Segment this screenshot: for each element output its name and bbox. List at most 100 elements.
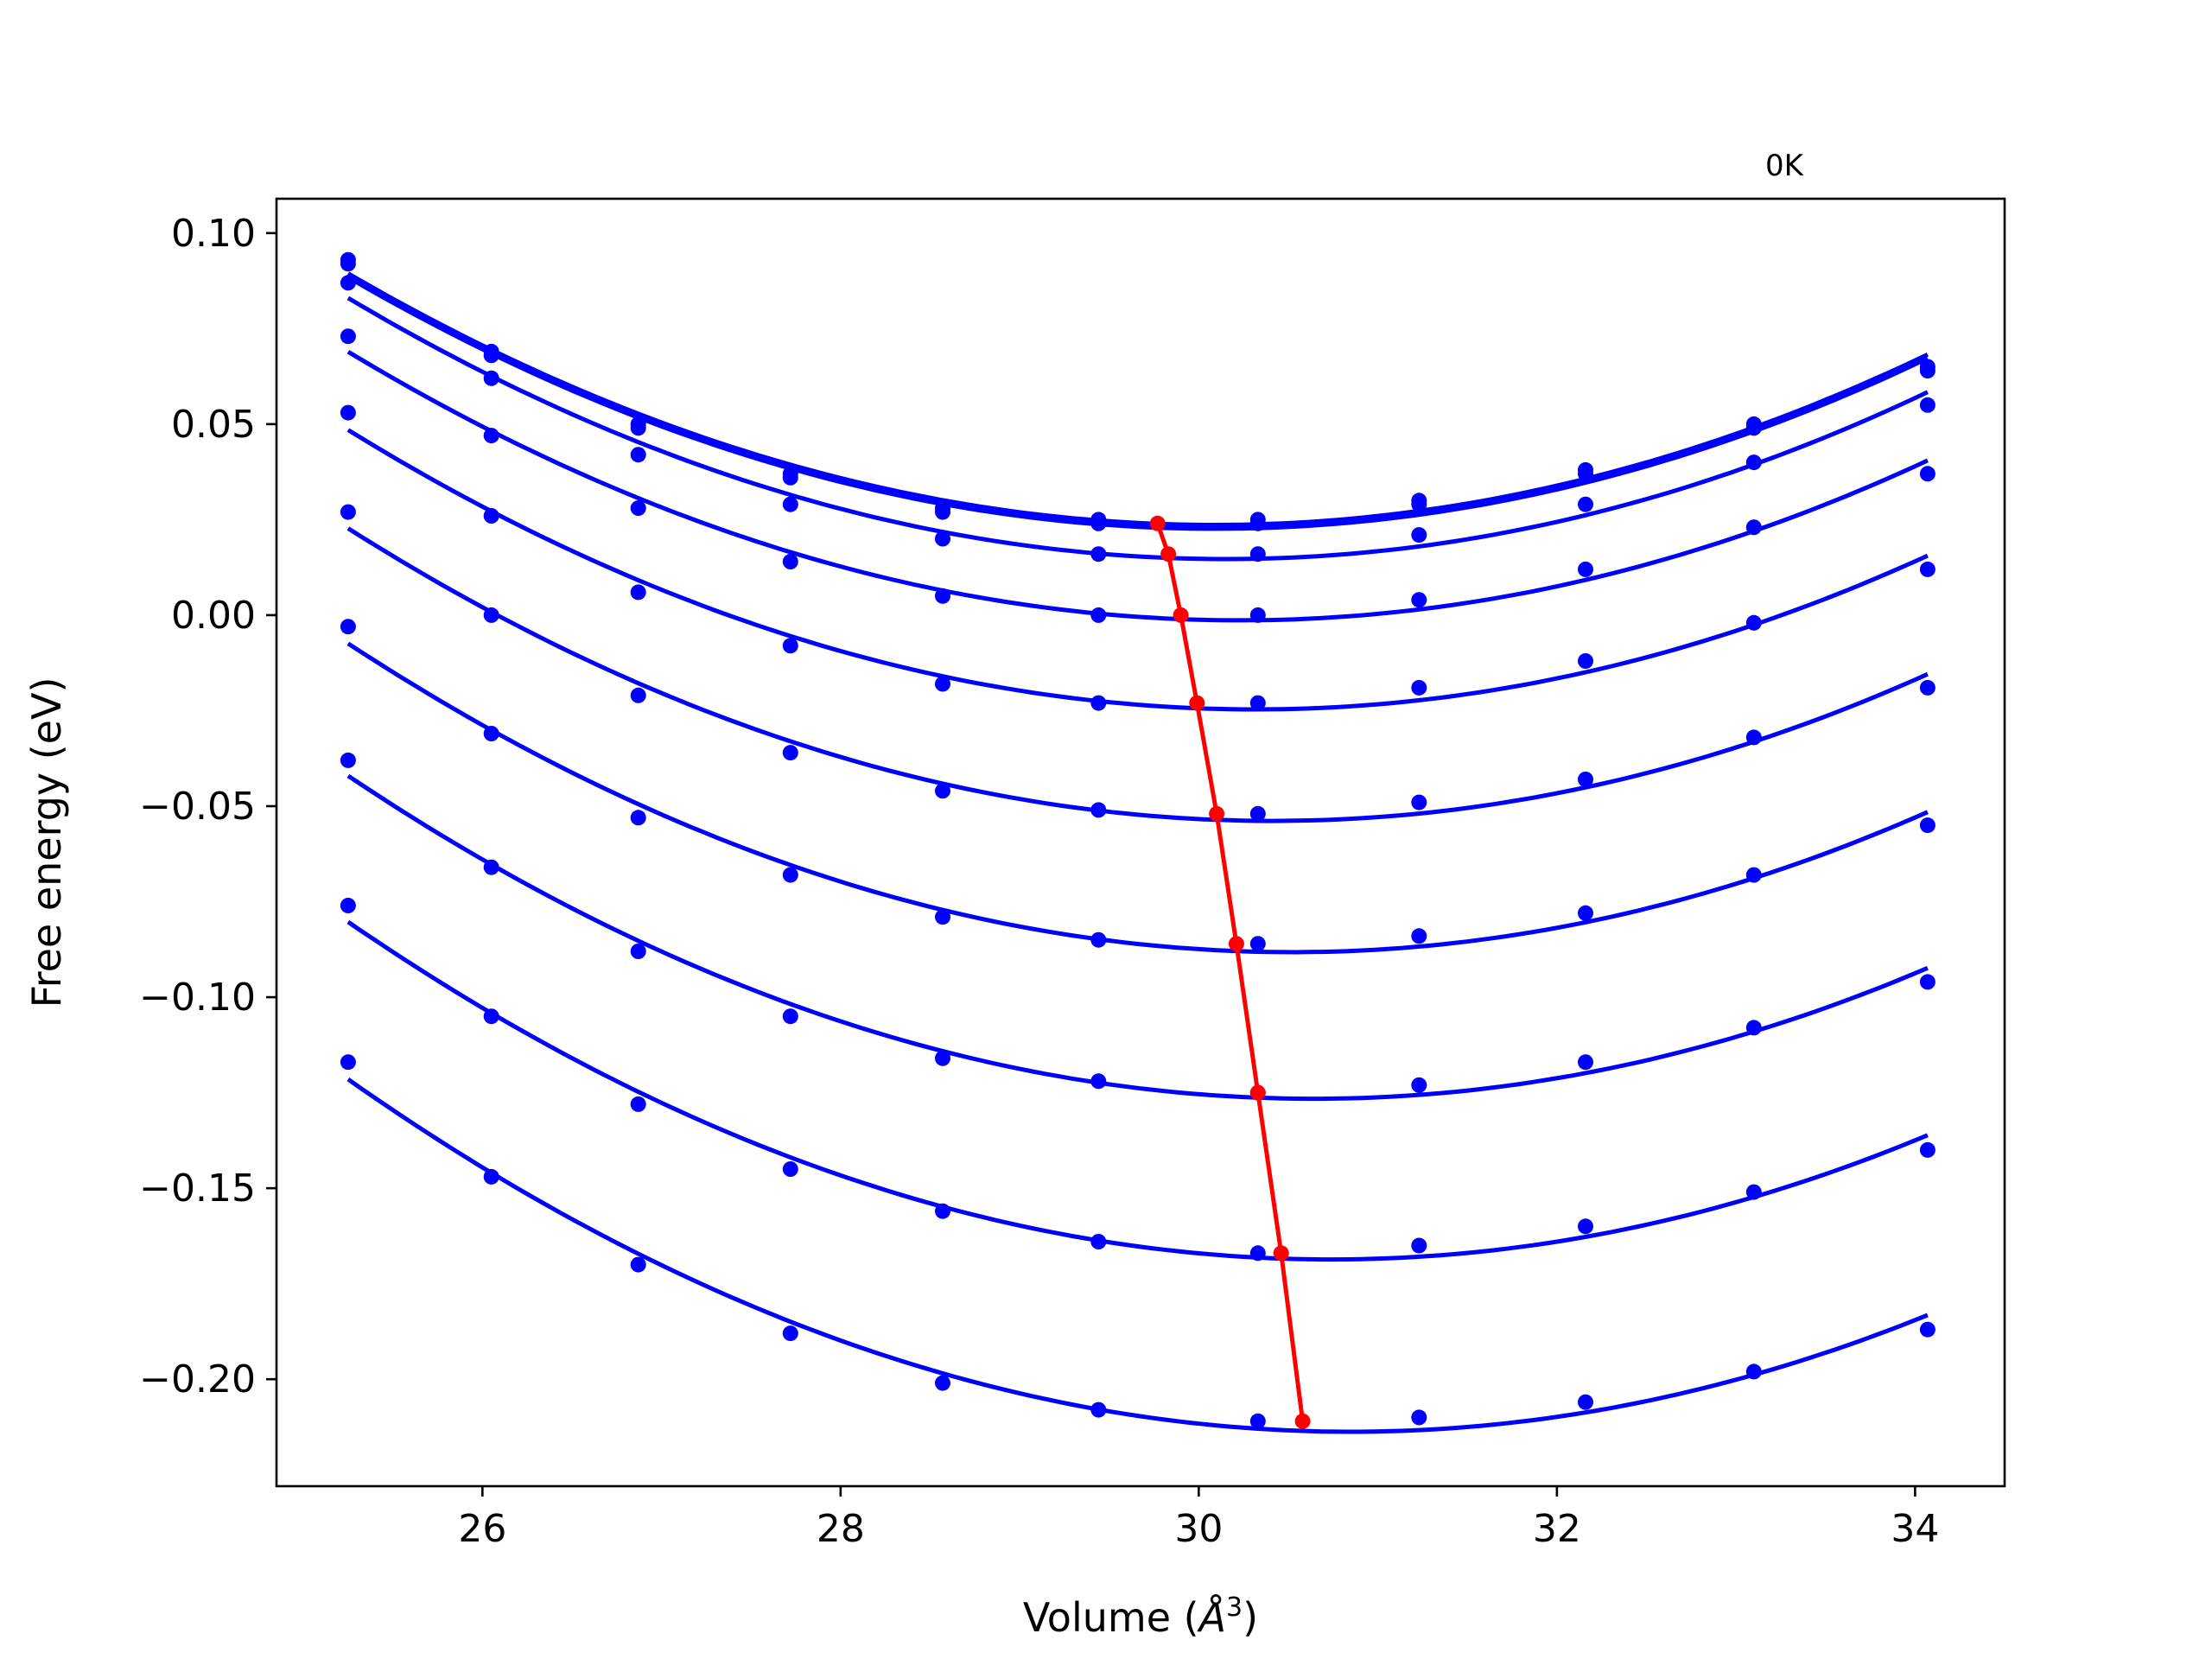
temperature-label: 0K bbox=[1765, 149, 1805, 183]
series-9 bbox=[340, 898, 1936, 1262]
series-line bbox=[346, 296, 1929, 562]
minimum-path-point bbox=[1249, 1084, 1266, 1101]
series-point bbox=[782, 1161, 798, 1177]
series-5 bbox=[340, 404, 1936, 712]
series-point bbox=[1411, 527, 1427, 543]
series-point bbox=[1249, 936, 1266, 952]
series-point bbox=[782, 1008, 798, 1025]
series-point bbox=[483, 428, 499, 444]
series-point bbox=[1745, 420, 1762, 436]
series-point bbox=[782, 745, 798, 761]
x-axis-label: Volume (Å3) bbox=[1023, 1592, 1258, 1641]
y-tick-label: 0.00 bbox=[171, 594, 256, 638]
y-axis: 0.10 0.05 0.00 −0.05 −0.10 −0.15 −0.20 bbox=[139, 212, 276, 1402]
series-layer bbox=[340, 251, 1936, 1434]
y-tick-label: −0.20 bbox=[139, 1357, 256, 1402]
series-point bbox=[935, 588, 950, 604]
series-point bbox=[483, 726, 499, 741]
y-tick-label: −0.10 bbox=[139, 976, 256, 1020]
series-line bbox=[346, 773, 1929, 1102]
series-point bbox=[1090, 607, 1107, 623]
series-point bbox=[1745, 729, 1762, 746]
series-8 bbox=[340, 752, 1936, 1102]
series-point bbox=[483, 1008, 499, 1025]
y-tick-label: −0.05 bbox=[139, 785, 256, 829]
series-point bbox=[1249, 607, 1266, 623]
series-point bbox=[1578, 1394, 1593, 1410]
series-line bbox=[346, 271, 1929, 527]
series-point bbox=[935, 783, 950, 799]
series-point bbox=[340, 256, 356, 272]
series-point bbox=[782, 1325, 798, 1342]
series-point bbox=[340, 328, 356, 345]
series-point bbox=[1090, 1234, 1107, 1249]
x-axis-label-pre: Volume ( bbox=[1023, 1594, 1199, 1641]
series-point bbox=[340, 275, 356, 291]
series-point bbox=[630, 810, 646, 826]
series-point bbox=[1919, 817, 1936, 834]
series-point bbox=[1411, 679, 1427, 696]
series-point bbox=[782, 496, 798, 512]
series-point bbox=[1578, 1218, 1593, 1235]
series-4 bbox=[340, 328, 1936, 623]
x-axis-label-sup: 3 bbox=[1226, 1592, 1243, 1623]
series-point bbox=[1745, 454, 1762, 471]
series-point bbox=[782, 867, 798, 883]
series-point bbox=[1090, 1402, 1107, 1418]
series-point bbox=[1919, 679, 1936, 696]
series-point bbox=[340, 404, 356, 421]
x-tick-label: 30 bbox=[1174, 1507, 1223, 1551]
series-point bbox=[1249, 546, 1266, 563]
minimum-path-line bbox=[1155, 522, 1306, 1422]
series-point bbox=[1919, 561, 1936, 577]
series-point bbox=[630, 1256, 646, 1273]
series-point bbox=[630, 944, 646, 959]
series-line bbox=[346, 275, 1929, 531]
series-point bbox=[630, 687, 646, 703]
series-6 bbox=[340, 504, 1936, 823]
series-point bbox=[1411, 592, 1427, 608]
series-line bbox=[346, 1077, 1929, 1434]
minimum-path-point bbox=[1294, 1413, 1311, 1429]
series-point bbox=[483, 370, 499, 386]
series-point bbox=[1411, 794, 1427, 810]
x-tick-label: 26 bbox=[458, 1507, 506, 1551]
series-point bbox=[630, 447, 646, 463]
series-point bbox=[340, 619, 356, 635]
series-point bbox=[782, 554, 798, 569]
minimum-path-point bbox=[1189, 695, 1205, 711]
series-point bbox=[1919, 397, 1936, 413]
series-point bbox=[1411, 1409, 1427, 1426]
series-point bbox=[1249, 515, 1266, 531]
series-point bbox=[1745, 519, 1762, 536]
series-point bbox=[935, 531, 950, 547]
series-point bbox=[340, 898, 356, 913]
series-point bbox=[1745, 1020, 1762, 1036]
series-point bbox=[1745, 867, 1762, 883]
series-point bbox=[1578, 772, 1593, 787]
series-point bbox=[483, 347, 499, 364]
x-axis-label-unit: Å bbox=[1197, 1594, 1226, 1641]
series-point bbox=[630, 584, 646, 601]
series-point bbox=[1919, 363, 1936, 378]
minimum-path-point bbox=[1149, 515, 1166, 531]
series-point bbox=[1249, 1413, 1266, 1429]
series-point bbox=[340, 1054, 356, 1071]
series-point bbox=[340, 504, 356, 520]
series-line bbox=[346, 428, 1929, 712]
series-point bbox=[782, 638, 798, 654]
series-point bbox=[1578, 466, 1593, 482]
minimum-path-point bbox=[1160, 546, 1177, 563]
series-point bbox=[483, 607, 499, 623]
series-point bbox=[935, 676, 950, 692]
series-point bbox=[1249, 805, 1266, 822]
series-point bbox=[1919, 466, 1936, 482]
minimum-path-point bbox=[1273, 1245, 1289, 1262]
y-tick-label: 0.05 bbox=[171, 403, 256, 447]
series-point bbox=[935, 504, 950, 520]
y-tick-label: 0.10 bbox=[171, 212, 256, 256]
series-point bbox=[1411, 928, 1427, 944]
series-point bbox=[1919, 974, 1936, 990]
series-point bbox=[1919, 1321, 1936, 1338]
